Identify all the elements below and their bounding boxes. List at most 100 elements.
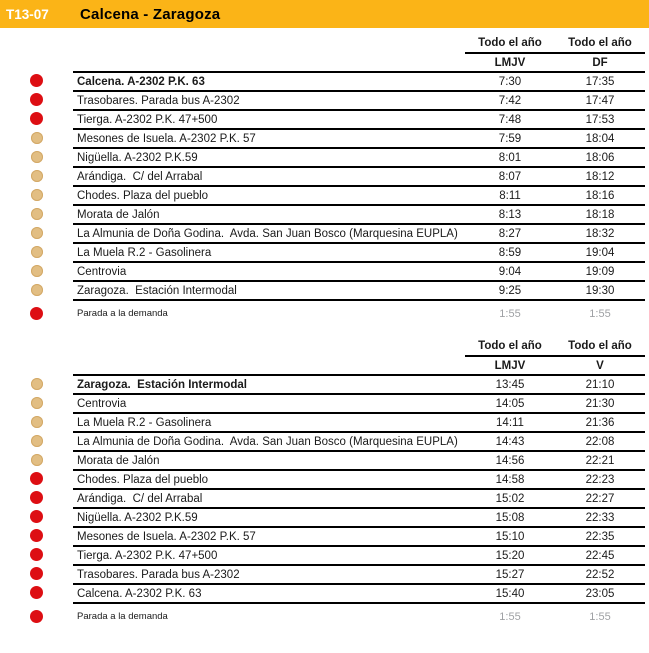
table-row: Arándiga. C/ del Arrabal 15:02 22:27	[0, 488, 649, 507]
table-row-body: Chodes. Plaza del pueblo 8:11 18:16	[73, 185, 645, 204]
day-header-body: LMJV DF	[73, 54, 645, 71]
day-header-label: DF	[592, 56, 608, 69]
dot-cell	[0, 526, 73, 545]
time-cell: 8:01	[498, 151, 522, 164]
stop-name: Centrovia	[77, 265, 127, 278]
timetable-page: Todo el año Todo el año LMJV DF Calcena. A-2…	[0, 37, 649, 626]
table-row: Arándiga. C/ del Arrabal 8:07 18:12	[0, 166, 649, 185]
time-cell: 15:20	[495, 549, 525, 562]
time-cell: 14:56	[495, 454, 525, 467]
time-cell: 22:21	[585, 454, 615, 467]
day-header-body: LMJV V	[73, 357, 645, 374]
time-cell: 8:07	[498, 170, 522, 183]
stop-name: Morata de Jalón	[77, 454, 160, 467]
regular-stop-dot	[31, 283, 43, 296]
on-demand-stop-dot	[30, 491, 43, 504]
time-cell: 21:36	[585, 416, 615, 429]
stop-name: La Muela R.2 - Gasolinera	[77, 416, 212, 429]
regular-stop-dot	[31, 226, 43, 239]
time-cell: 8:13	[498, 208, 522, 221]
regular-stop-dot	[31, 264, 43, 277]
stop-name: Arándiga. C/ del Arrabal	[77, 170, 203, 183]
season-header-body: Todo el año Todo el año	[73, 340, 645, 357]
dot-cell	[0, 545, 73, 564]
on-demand-stop-dot	[30, 548, 43, 561]
table-row: Centrovia 14:05 21:30	[0, 393, 649, 412]
dot-cell	[0, 564, 73, 583]
stop-name: La Almunia de Doña Godina. Avda. San Jua…	[77, 227, 458, 240]
stop-name: Nigüella. A-2302 P.K.59	[77, 511, 198, 524]
regular-stop-dot	[31, 453, 43, 466]
timetable-outbound: Todo el año Todo el año LMJV DF Calcena. A-2…	[0, 37, 649, 323]
regular-stop-dot	[31, 245, 43, 258]
table-row-body: Arándiga. C/ del Arrabal 8:07 18:12	[73, 166, 645, 185]
table-row: Zaragoza. Estación Intermodal 9:25 19:30	[0, 280, 649, 299]
time-cell: 23:05	[585, 587, 615, 600]
table-row-body: La Almunia de Doña Godina. Avda. San Jua…	[73, 431, 645, 450]
dot-cell	[0, 507, 73, 526]
dot-cell	[0, 223, 73, 242]
time-cell: 18:12	[585, 170, 615, 183]
demand-legend-body: Parada a la demanda 1:55 1:55	[73, 607, 645, 626]
dot-cell	[0, 147, 73, 166]
season-header-label: Todo el año	[568, 37, 632, 49]
time-cell: 19:09	[585, 265, 615, 278]
dot-cell	[0, 431, 73, 450]
time-cell: 22:08	[585, 435, 615, 448]
table-row: Zaragoza. Estación Intermodal 13:45 21:10	[0, 374, 649, 393]
time-cell: 19:30	[585, 284, 615, 297]
table-row: Morata de Jalón 14:56 22:21	[0, 450, 649, 469]
time-cell: 22:23	[585, 473, 615, 486]
table-row-body: Arándiga. C/ del Arrabal 15:02 22:27	[73, 488, 645, 507]
time-cell: 7:59	[498, 132, 522, 145]
dot-cell	[0, 607, 73, 626]
time-cell: 22:35	[585, 530, 615, 543]
dot-cell	[0, 374, 73, 393]
day-header-label: LMJV	[494, 359, 526, 372]
dot-column-spacer	[0, 357, 73, 374]
table-row-body: Tierga. A-2302 P.K. 47+500 7:48 17:53	[73, 109, 645, 128]
time-cell: 9:04	[498, 265, 522, 278]
table-row: Calcena. A-2302 P.K. 63 7:30 17:35	[0, 71, 649, 90]
table-row-body: Centrovia 9:04 19:09	[73, 261, 645, 280]
table-row-body: Morata de Jalón 14:56 22:21	[73, 450, 645, 469]
time-cell: 13:45	[495, 378, 525, 391]
on-demand-stop-dot	[30, 93, 43, 106]
stop-name: Calcena. A-2302 P.K. 63	[77, 587, 202, 600]
day-header-label: LMJV	[494, 56, 526, 69]
season-header-body: Todo el año Todo el año	[73, 37, 645, 54]
season-header-row: Todo el año Todo el año	[0, 37, 649, 54]
time-cell: 22:45	[585, 549, 615, 562]
time-cell: 15:10	[495, 530, 525, 543]
table-row-body: Nigüella. A-2302 P.K.59 8:01 18:06	[73, 147, 645, 166]
table-row-body: Trasobares. Parada bus A-2302 7:42 17:47	[73, 90, 645, 109]
season-columns: Todo el año Todo el año	[465, 37, 645, 54]
on-demand-stop-dot	[30, 567, 43, 580]
time-cell: 19:04	[585, 246, 615, 259]
regular-stop-dot	[31, 415, 43, 428]
time-cell: 7:42	[498, 94, 522, 107]
day-header-row: LMJV V	[0, 357, 649, 374]
dot-cell	[0, 261, 73, 280]
stop-name: Tierga. A-2302 P.K. 47+500	[77, 549, 218, 562]
time-cell: 22:27	[585, 492, 615, 505]
stop-name: Mesones de Isuela. A-2302 P.K. 57	[77, 132, 256, 145]
dot-cell	[0, 242, 73, 261]
dot-cell	[0, 280, 73, 299]
table-bottom-line	[0, 299, 649, 301]
stop-name: Nigüella. A-2302 P.K.59	[77, 151, 198, 164]
timetable-return: Todo el año Todo el año LMJV V Zaragoza. Est…	[0, 340, 649, 626]
time-cell: 18:16	[585, 189, 615, 202]
duration-cell: 1:55	[499, 307, 521, 320]
stop-name: Calcena. A-2302 P.K. 63	[77, 75, 205, 88]
table-row-body: Zaragoza. Estación Intermodal 13:45 21:10	[73, 374, 645, 393]
table-row-body: Nigüella. A-2302 P.K.59 15:08 22:33	[73, 507, 645, 526]
on-demand-legend-dot	[30, 610, 43, 623]
time-cell: 15:27	[495, 568, 525, 581]
page-title: Calcena - Zaragoza	[80, 5, 221, 23]
stop-name: Morata de Jalón	[77, 208, 160, 221]
demand-legend-row: Parada a la demanda 1:55 1:55	[0, 607, 649, 626]
dot-cell	[0, 204, 73, 223]
time-cell: 14:58	[495, 473, 525, 486]
time-cell: 21:30	[585, 397, 615, 410]
